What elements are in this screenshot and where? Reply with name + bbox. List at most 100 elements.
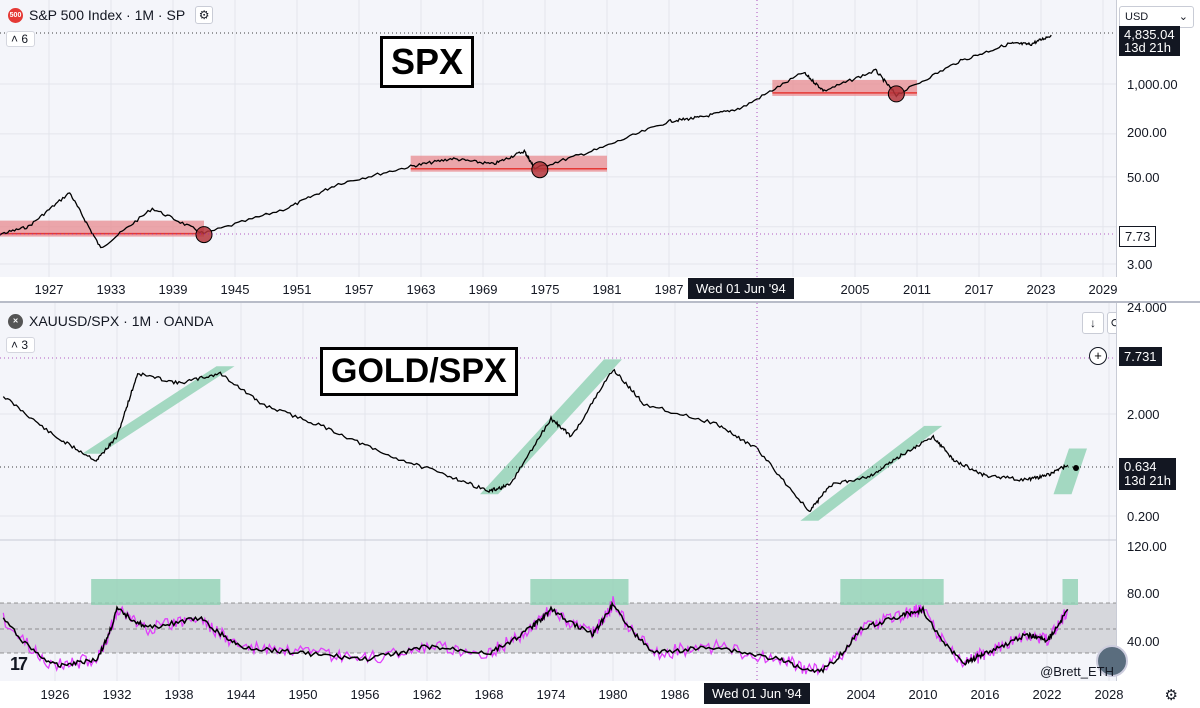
avatar	[1096, 645, 1128, 677]
goldspx-time-tick: 1926	[40, 687, 70, 702]
spx-time-tick: 1981	[592, 282, 622, 297]
goldspx-symbol-title[interactable]: XAUUSD/SPX · 1M · OANDA	[29, 313, 214, 329]
spx-time-axis[interactable]: 1927 1933 1939 1945 1951 1957 1963 1969 1975 1981…	[0, 277, 1117, 301]
rsi-band	[0, 603, 1117, 653]
rsi-highlight-boxes	[91, 579, 1078, 605]
spx-countdown: 13d 21h	[1124, 40, 1171, 55]
spx-support-touches	[195, 85, 905, 244]
rsi-scale-80: 80.00	[1127, 586, 1160, 601]
spx-crosshair-value: 7.73	[1119, 226, 1157, 247]
goldspx-time-tick: 2028	[1094, 687, 1124, 702]
goldspx-price-line	[2, 368, 1069, 512]
goldspx-time-tick: 1938	[164, 687, 194, 702]
sp500-symbol-icon: 500	[8, 7, 23, 23]
goldspx-channel	[480, 359, 622, 495]
spx-scale-200: 200.00	[1127, 125, 1167, 140]
spx-scale-50: 50.00	[1127, 170, 1160, 185]
goldspx-indicator-counter[interactable]: ˄ 3	[6, 337, 36, 353]
goldspx-time-tick: 2004	[846, 687, 876, 702]
spx-time-tick: 1951	[282, 282, 312, 297]
gear-icon[interactable]: ⚙	[1164, 687, 1178, 704]
spx-plot-area[interactable]	[0, 0, 1117, 301]
currency-value: USD	[1125, 11, 1149, 23]
goldspx-countdown: 13d 21h	[1124, 473, 1171, 488]
goldspx-annotation-label: GOLD/SPX	[320, 347, 518, 396]
spx-support-zone	[0, 220, 204, 237]
spx-time-tick: 2029	[1088, 282, 1118, 297]
goldspx-channel	[82, 366, 235, 454]
spx-time-tick: 1963	[406, 282, 436, 297]
goldspx-time-tick: 1944	[226, 687, 256, 702]
spx-time-tick: 1987	[654, 282, 684, 297]
spx-support-touch	[531, 161, 549, 179]
goldspx-channel	[1053, 448, 1087, 495]
rsi-highlight-box	[840, 579, 944, 605]
spx-last-price-pill: 4,835.04 13d 21h	[1119, 26, 1180, 56]
spx-support-touch	[195, 226, 213, 244]
spx-time-tick: 1957	[344, 282, 374, 297]
goldspx-plot-area[interactable]	[0, 303, 1117, 681]
rsi-highlight-box	[91, 579, 221, 605]
chevron-down-icon: ⌄	[1178, 11, 1188, 23]
goldspx-time-tick: 2022	[1032, 687, 1062, 702]
spx-annotation-label: SPX	[380, 36, 475, 88]
spx-price-line	[0, 34, 1052, 249]
spx-price-scale[interactable]: USD ⌄ 4,835.04 13d 21h 1,000.00 200.00 50…	[1116, 0, 1200, 301]
spx-indicator-count: 6	[21, 32, 29, 46]
spx-time-tick: 1939	[158, 282, 188, 297]
arrow-down-icon[interactable]: ↓	[1082, 312, 1104, 334]
tradingview-logo[interactable]: 17	[10, 654, 28, 674]
goldspx-time-tick: 1932	[102, 687, 132, 702]
rsi-ma-line	[2, 600, 1069, 674]
goldspx-time-tick: 1968	[474, 687, 504, 702]
goldspx-last-point	[1073, 465, 1079, 471]
spx-crosshair-date: Wed 01 Jun '94	[688, 278, 794, 299]
spx-chart-pane[interactable]: 500 S&P 500 Index · 1M · SP ⚙ ˄ 6 SPX US…	[0, 0, 1200, 301]
spx-time-tick: 1927	[34, 282, 64, 297]
author-handle: @Brett_ETH	[1040, 664, 1114, 679]
spx-legend[interactable]: 500 S&P 500 Index · 1M · SP ⚙	[8, 6, 214, 24]
spx-time-tick: 1933	[96, 282, 126, 297]
goldspx-crosshair-date: Wed 01 Jun '94	[704, 683, 810, 704]
spx-time-tick: 2011	[903, 282, 931, 297]
spx-time-tick: 1975	[530, 282, 560, 297]
spx-time-tick: 1945	[220, 282, 250, 297]
spx-scale-3: 3.00	[1127, 257, 1153, 272]
goldspx-last-price-pill: 0.634 13d 21h	[1119, 458, 1176, 490]
goldspx-scale-24: 24.000	[1127, 300, 1167, 315]
goldspx-crosshair-value: 7.731	[1119, 347, 1162, 366]
spx-time-tick: 2005	[840, 282, 870, 297]
goldspx-time-tick: 1980	[598, 687, 628, 702]
spx-support-zones	[0, 79, 917, 237]
spx-time-tick: 2017	[964, 282, 994, 297]
goldspx-time-tick: 1986	[660, 687, 690, 702]
goldspx-time-tick: 2010	[908, 687, 938, 702]
spx-symbol-title[interactable]: S&P 500 Index · 1M · SP	[29, 7, 186, 23]
goldspx-chart-pane[interactable]: ✕ XAUUSD/SPX · 1M · OANDA ˄ 3 ↓ ⟳ GOLD/S…	[0, 300, 1200, 681]
rsi-scale-40: 40.00	[1127, 634, 1160, 649]
goldspx-scale-02: 0.200	[1127, 509, 1160, 524]
goldspx-time-tick: 2016	[970, 687, 1000, 702]
goldspx-time-tick: 1974	[536, 687, 566, 702]
spx-support-touch	[887, 85, 905, 103]
spx-scale-1000: 1,000.00	[1127, 77, 1178, 92]
goldspx-scale-2: 2.000	[1127, 407, 1160, 422]
goldspx-price-scale[interactable]: 24.000 + 7.731 2.000 0.634 13d 21h 0.200…	[1089, 300, 1200, 681]
goldspx-time-tick: 1962	[412, 687, 442, 702]
goldspx-indicator-count: 3	[21, 338, 29, 352]
goldspx-legend[interactable]: ✕ XAUUSD/SPX · 1M · OANDA	[8, 313, 213, 329]
currency-select[interactable]: USD ⌄	[1119, 6, 1194, 28]
spx-last-price: 4,835.04	[1124, 27, 1175, 42]
xauusd-symbol-icon: ✕	[8, 313, 23, 329]
goldspx-time-tick: 1950	[288, 687, 318, 702]
spx-time-tick: 2023	[1026, 282, 1056, 297]
spx-time-tick: 1969	[468, 282, 498, 297]
pane-separator[interactable]	[0, 301, 1200, 303]
rsi-scale-120: 120.00	[1127, 539, 1167, 554]
spx-indicator-counter[interactable]: ˄ 6	[6, 31, 36, 47]
add-alert-icon[interactable]: +	[1089, 347, 1107, 365]
settings-icon[interactable]: ⚙	[195, 6, 214, 24]
rsi-highlight-box	[1062, 579, 1078, 605]
goldspx-time-axis[interactable]: 1926 1932 1938 1944 1950 1956 1962 1968 1974 1980…	[0, 681, 1200, 708]
goldspx-time-tick: 1956	[350, 687, 380, 702]
